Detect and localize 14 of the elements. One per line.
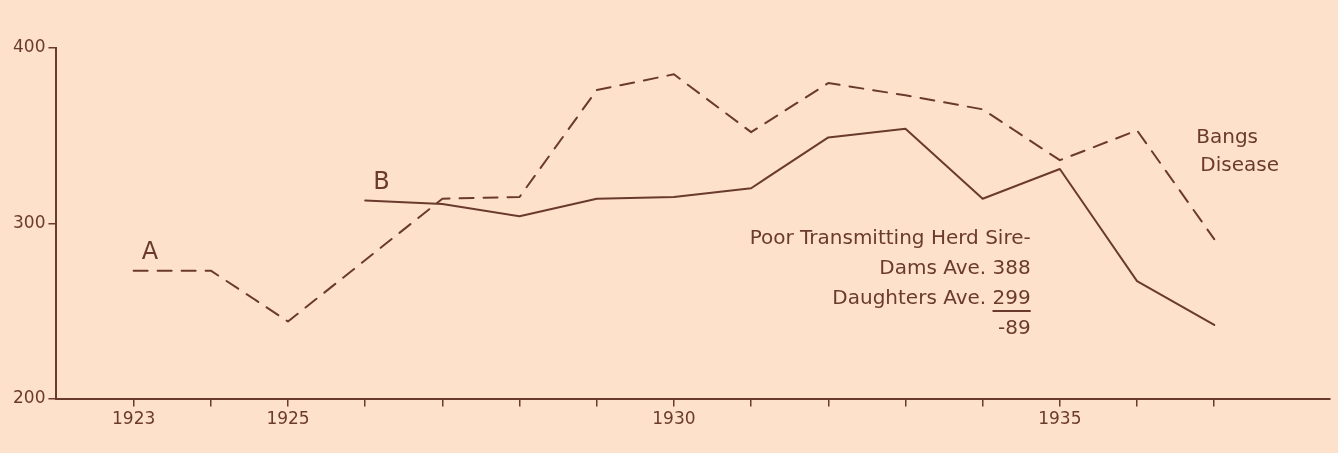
annotation: Poor Transmitting Herd Sire-: [749, 224, 1031, 252]
x-tick-label: 1923: [112, 408, 156, 429]
y-tick-label: 400: [12, 36, 46, 57]
x-tick-label: 1930: [652, 408, 696, 429]
x-tick-label: 1935: [1038, 408, 1082, 429]
annotation: -89: [997, 314, 1031, 342]
annotation: Bangs Disease: [1196, 123, 1279, 176]
series-label: B: [373, 166, 390, 195]
y-tick-label: 300: [12, 211, 46, 232]
annotation: Daughters Ave. 299: [831, 284, 1031, 312]
y-tick-label: 200: [12, 387, 46, 408]
annotation: Dams Ave. 388: [878, 254, 1031, 282]
series-label: A: [141, 236, 159, 265]
x-tick-label: 1925: [266, 408, 310, 429]
